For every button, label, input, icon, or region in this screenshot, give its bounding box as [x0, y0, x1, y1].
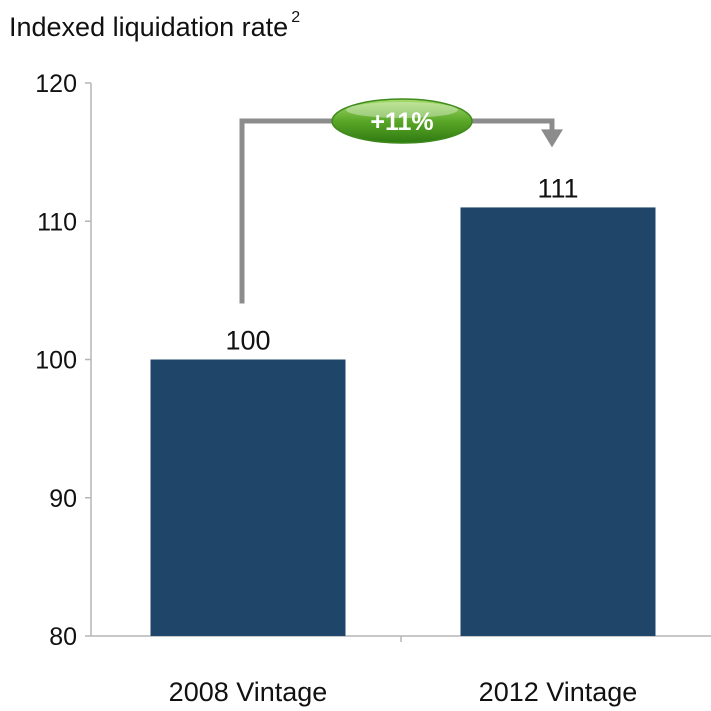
data-label: 100: [225, 326, 270, 356]
y-tick-label: 120: [35, 70, 77, 98]
growth-badge: [331, 98, 473, 144]
growth-badge-label: +11%: [370, 108, 433, 136]
y-tick-label: 100: [35, 347, 77, 375]
x-tick-label: 2008 Vintage: [169, 677, 328, 707]
growth-badge-highlight: [346, 102, 458, 118]
y-tick-label: 90: [49, 485, 77, 513]
y-tick-label: 80: [49, 623, 77, 651]
y-axis-title-text: Indexed liquidation rate: [9, 12, 289, 42]
growth-arrow-head: [541, 129, 563, 148]
y-tick-label: 110: [37, 208, 77, 236]
x-tick-label: 2012 Vintage: [479, 677, 638, 707]
bar: [150, 359, 346, 636]
footnote-marker: 2: [291, 9, 301, 26]
data-label: 111: [537, 173, 578, 203]
bar: [460, 207, 656, 637]
y-axis-title: Indexed liquidation rate 2: [9, 9, 301, 43]
